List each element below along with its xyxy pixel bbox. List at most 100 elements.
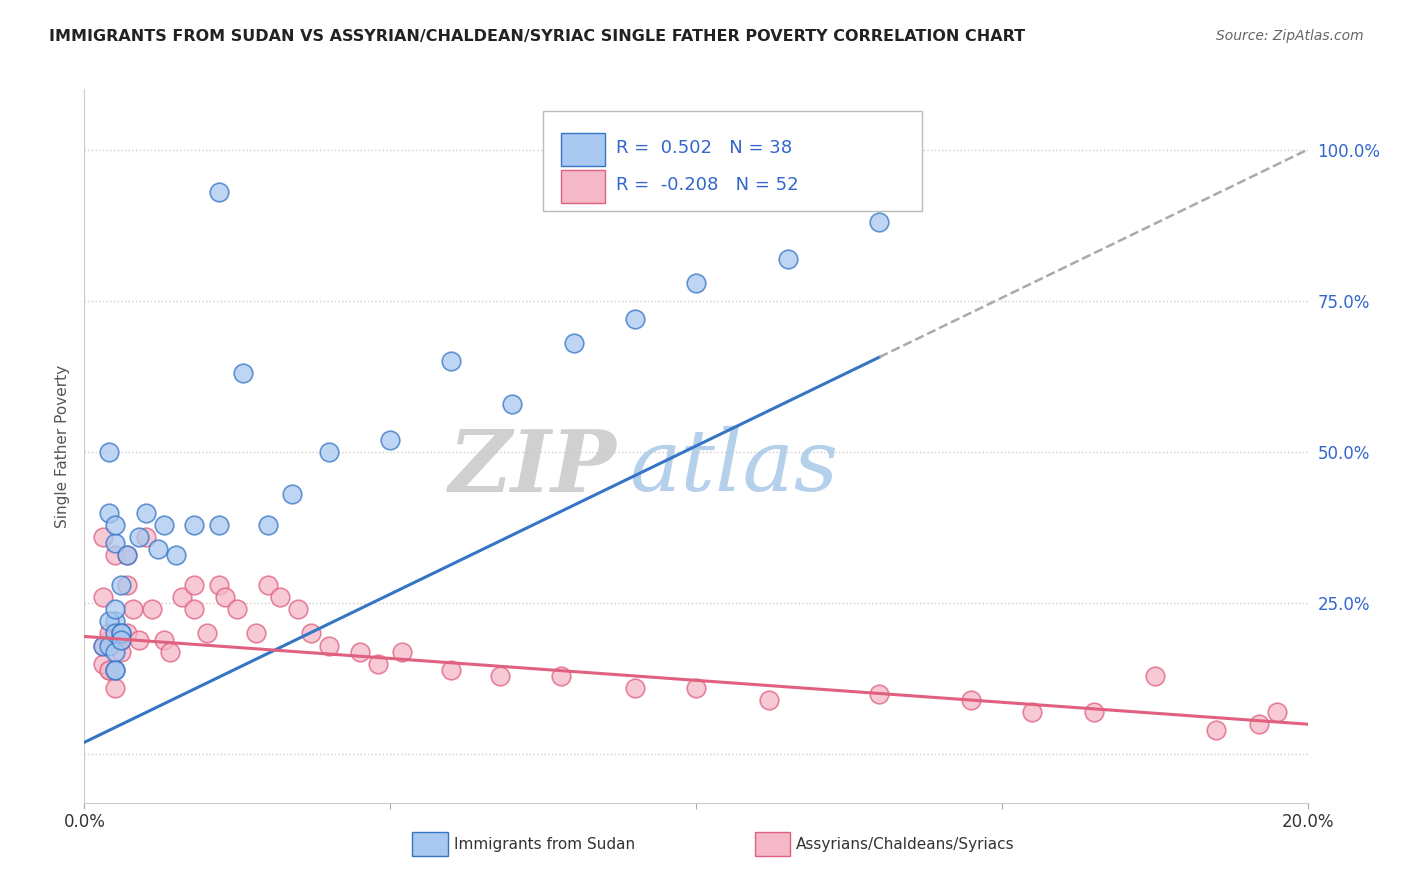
Point xyxy=(214,590,236,604)
Point xyxy=(1083,705,1105,719)
Text: Assyrians/Chaldeans/Syriacs: Assyrians/Chaldeans/Syriacs xyxy=(796,837,1015,852)
Point xyxy=(104,548,127,562)
Point xyxy=(135,530,157,544)
FancyBboxPatch shape xyxy=(412,832,447,856)
Text: Immigrants from Sudan: Immigrants from Sudan xyxy=(454,837,636,852)
Point xyxy=(122,602,145,616)
FancyBboxPatch shape xyxy=(561,133,606,166)
Point xyxy=(104,626,127,640)
Text: Source: ZipAtlas.com: Source: ZipAtlas.com xyxy=(1216,29,1364,43)
Point xyxy=(104,615,127,629)
Y-axis label: Single Father Poverty: Single Father Poverty xyxy=(55,365,70,527)
Point xyxy=(128,530,150,544)
Point xyxy=(183,602,205,616)
Point xyxy=(104,663,127,677)
Point xyxy=(110,626,132,640)
Point xyxy=(685,681,707,695)
Point xyxy=(281,487,304,501)
Point xyxy=(502,397,524,411)
Point xyxy=(208,517,231,532)
Point xyxy=(104,602,127,616)
Point xyxy=(489,669,512,683)
Text: ZIP: ZIP xyxy=(449,425,616,509)
Point xyxy=(257,578,280,592)
Point xyxy=(208,578,231,592)
Point xyxy=(1205,723,1227,738)
Point xyxy=(172,590,194,604)
Point xyxy=(1265,705,1288,719)
Point xyxy=(146,541,169,556)
Point xyxy=(110,578,132,592)
Point xyxy=(91,639,114,653)
Point xyxy=(367,657,389,671)
Point xyxy=(550,669,572,683)
Point xyxy=(869,687,891,701)
Point xyxy=(91,657,114,671)
Point xyxy=(104,681,127,695)
Point xyxy=(97,626,120,640)
Point xyxy=(624,681,647,695)
Point xyxy=(165,548,187,562)
Point xyxy=(104,626,127,640)
Point xyxy=(232,367,254,381)
FancyBboxPatch shape xyxy=(755,832,790,856)
Point xyxy=(104,535,127,549)
Point xyxy=(318,445,340,459)
Point xyxy=(128,632,150,647)
Point xyxy=(318,639,340,653)
Point xyxy=(299,626,322,640)
Point xyxy=(97,615,120,629)
Point xyxy=(226,602,249,616)
Point xyxy=(562,336,585,351)
Point xyxy=(153,632,176,647)
Point xyxy=(183,578,205,592)
Point xyxy=(97,639,120,653)
Point xyxy=(97,445,120,459)
Point xyxy=(183,517,205,532)
FancyBboxPatch shape xyxy=(543,111,922,211)
Point xyxy=(440,354,463,368)
Point xyxy=(141,602,163,616)
Point xyxy=(91,530,114,544)
Point xyxy=(115,548,138,562)
Point xyxy=(1021,705,1043,719)
Point xyxy=(685,276,707,290)
Point xyxy=(960,693,983,707)
Point xyxy=(624,312,647,326)
Point xyxy=(104,663,127,677)
Point xyxy=(440,663,463,677)
FancyBboxPatch shape xyxy=(561,169,606,202)
Point xyxy=(349,645,371,659)
Point xyxy=(391,645,413,659)
Point xyxy=(776,252,799,266)
Point xyxy=(380,433,402,447)
Text: R =  -0.208   N = 52: R = -0.208 N = 52 xyxy=(616,176,799,194)
Point xyxy=(110,645,132,659)
Point xyxy=(104,645,127,659)
Point xyxy=(153,517,176,532)
Point xyxy=(269,590,291,604)
Point xyxy=(135,506,157,520)
Point xyxy=(97,663,120,677)
Point xyxy=(104,517,127,532)
Point xyxy=(115,548,138,562)
Point xyxy=(287,602,309,616)
Text: R =  0.502   N = 38: R = 0.502 N = 38 xyxy=(616,139,793,157)
Point xyxy=(1247,717,1270,731)
Point xyxy=(110,626,132,640)
Point xyxy=(91,639,114,653)
Point xyxy=(758,693,780,707)
Point xyxy=(159,645,181,659)
Point xyxy=(869,215,891,229)
Point xyxy=(97,663,120,677)
Text: IMMIGRANTS FROM SUDAN VS ASSYRIAN/CHALDEAN/SYRIAC SINGLE FATHER POVERTY CORRELAT: IMMIGRANTS FROM SUDAN VS ASSYRIAN/CHALDE… xyxy=(49,29,1025,44)
Point xyxy=(110,632,132,647)
Point xyxy=(97,506,120,520)
Point xyxy=(257,517,280,532)
Point xyxy=(1143,669,1166,683)
Point xyxy=(91,590,114,604)
Point xyxy=(97,632,120,647)
Point xyxy=(208,185,231,199)
Point xyxy=(115,578,138,592)
Point xyxy=(115,626,138,640)
